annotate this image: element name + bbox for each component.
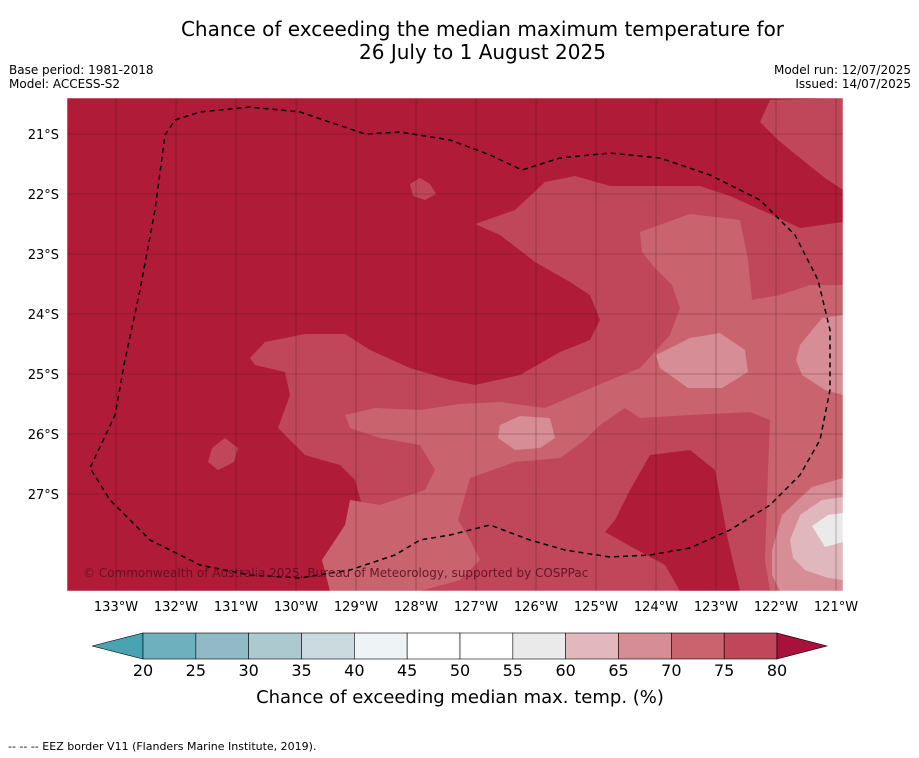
- colorbar-segments: [142, 632, 778, 660]
- contour-65-east: [796, 315, 843, 395]
- map-gridlines: [67, 98, 843, 591]
- lon-label: 123°W: [694, 600, 738, 615]
- colorbar-label: Chance of exceeding median max. temp. (%…: [256, 687, 664, 708]
- latitude-axis: 21°S 22°S 23°S 24°S 25°S 26°S 27°S: [28, 128, 59, 503]
- lon-label: 122°W: [754, 600, 798, 615]
- lon-label: 126°W: [514, 600, 558, 615]
- lat-label: 26°S: [28, 428, 59, 443]
- base-period: Base period: 1981-2018: [9, 63, 154, 77]
- colorbar-segment: [195, 632, 249, 660]
- colorbar-segment: [406, 632, 461, 660]
- contour-55-southeast: [812, 513, 843, 547]
- lon-label: 130°W: [274, 600, 318, 615]
- lat-label: 24°S: [28, 308, 59, 323]
- colorbar-tick-label: 65: [608, 661, 628, 680]
- model-name: Model: ACCESS-S2: [9, 77, 121, 91]
- contour-75-blob: [410, 178, 436, 200]
- contour-75-west-blob: [208, 438, 238, 470]
- colorbar-tick-label: 25: [186, 661, 206, 680]
- map-title: Chance of exceeding the median maximum t…: [0, 18, 919, 64]
- title-line-1: Chance of exceeding the median maximum t…: [180, 17, 785, 41]
- colorbar-ticks: 20 25 30 35 40 45 50 55 60 65 70 75 80: [133, 661, 787, 680]
- colorbar-tick-label: 50: [450, 661, 470, 680]
- lon-label: 128°W: [394, 600, 438, 615]
- colorbar-tick-label: 35: [291, 661, 311, 680]
- lon-label: 124°W: [634, 600, 678, 615]
- contour-map: © Commonwealth of Australia 2025, Bureau…: [67, 98, 843, 591]
- lat-label: 27°S: [28, 488, 59, 503]
- colorbar-tick-label: 80: [767, 661, 787, 680]
- colorbar-segment: [618, 632, 672, 660]
- meta-right: Model run: 12/07/2025 Issued: 14/07/2025: [774, 63, 911, 91]
- lat-label: 21°S: [28, 128, 59, 143]
- title-line-2: 26 July to 1 August 2025: [359, 40, 606, 64]
- colorbar-segment: [671, 632, 725, 660]
- colorbar-segment: [301, 632, 355, 660]
- colorbar-under-arrow: [91, 632, 144, 660]
- lon-label: 133°W: [94, 600, 138, 615]
- map-frame: [66, 97, 844, 592]
- colorbar-segment: [248, 632, 302, 660]
- colorbar-segment: [565, 632, 619, 660]
- colorbar-segment: [723, 632, 778, 660]
- colorbar-over-arrow: [776, 632, 829, 660]
- longitude-axis: 133°W 132°W 131°W 130°W 129°W 128°W 127°…: [94, 600, 858, 615]
- lon-label: 127°W: [454, 600, 498, 615]
- copyright-notice: © Commonwealth of Australia 2025, Bureau…: [83, 566, 588, 580]
- colorbar-segment: [354, 632, 408, 660]
- model-run: Model run: 12/07/2025: [773, 63, 911, 77]
- colorbar-segment: [142, 632, 197, 660]
- lon-label: 121°W: [814, 600, 858, 615]
- lat-label: 22°S: [28, 188, 59, 203]
- colorbar-tick-label: 60: [555, 661, 575, 680]
- lat-label: 25°S: [28, 368, 59, 383]
- lon-label: 129°W: [334, 600, 378, 615]
- contour-70-main: [322, 214, 843, 591]
- colorbar-tick-label: 40: [344, 661, 364, 680]
- colorbar-tick-label: 30: [238, 661, 258, 680]
- contour-75-northeast: [760, 98, 843, 190]
- lat-label: 23°S: [28, 248, 59, 263]
- colorbar-tick-label: 45: [397, 661, 417, 680]
- lon-label: 125°W: [574, 600, 618, 615]
- lon-label: 132°W: [154, 600, 198, 615]
- eez-footnote: -- -- -- EEZ border V11 (Flanders Marine…: [8, 740, 317, 753]
- colorbar-tick-label: 55: [503, 661, 523, 680]
- colorbar-tick-label: 75: [714, 661, 734, 680]
- colorbar-tick-label: 20: [133, 661, 153, 680]
- issued-date: Issued: 14/07/2025: [795, 77, 911, 91]
- colorbar-segment: [459, 632, 514, 660]
- lon-label: 131°W: [214, 600, 258, 615]
- contour-65-south: [498, 416, 555, 450]
- colorbar-tick-label: 70: [661, 661, 681, 680]
- colorbar-segment: [512, 632, 566, 660]
- colorbar: 20 25 30 35 40 45 50 55 60 65 70 75 80 Chance of exc…: [91, 632, 829, 708]
- meta-left: Base period: 1981-2018 Model: ACCESS-S2: [9, 63, 154, 91]
